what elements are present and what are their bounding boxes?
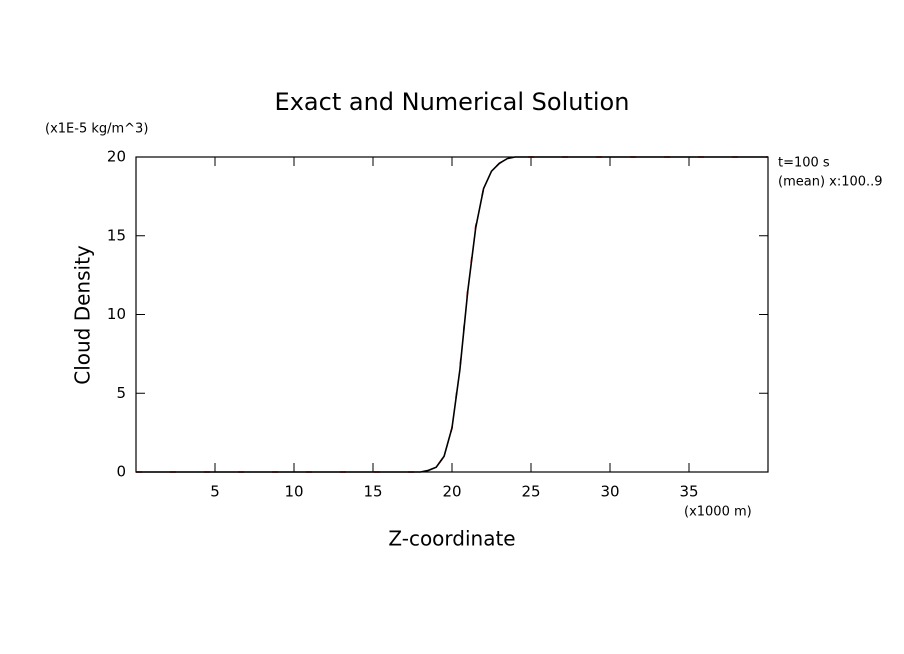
- annotation: (mean) x:100..9: [778, 175, 883, 190]
- y-tick-label: 0: [116, 463, 126, 481]
- y-tick-label: 15: [107, 226, 126, 244]
- x-tick-label: 35: [679, 483, 698, 501]
- y-tick-label: 5: [116, 384, 126, 402]
- x-tick-label: 25: [521, 483, 540, 501]
- chart-title: Exact and Numerical Solution: [275, 88, 630, 116]
- x-tick-label: 15: [363, 483, 382, 501]
- annotation: t=100 s: [778, 156, 830, 171]
- y-tick-label: 10: [107, 305, 126, 323]
- y-axis-label: Cloud Density: [71, 245, 95, 385]
- x-axis-label: Z-coordinate: [388, 527, 515, 551]
- x-tick-label: 20: [442, 483, 461, 501]
- series-line: [136, 156, 768, 473]
- x-tick-label: 5: [210, 483, 220, 501]
- x-tick-label: 10: [284, 483, 303, 501]
- x-unit: (x1000 m): [684, 505, 752, 520]
- y-unit: (x1E-5 kg/m^3): [45, 122, 148, 137]
- y-tick-label: 20: [107, 148, 126, 166]
- x-tick-label: 30: [600, 483, 619, 501]
